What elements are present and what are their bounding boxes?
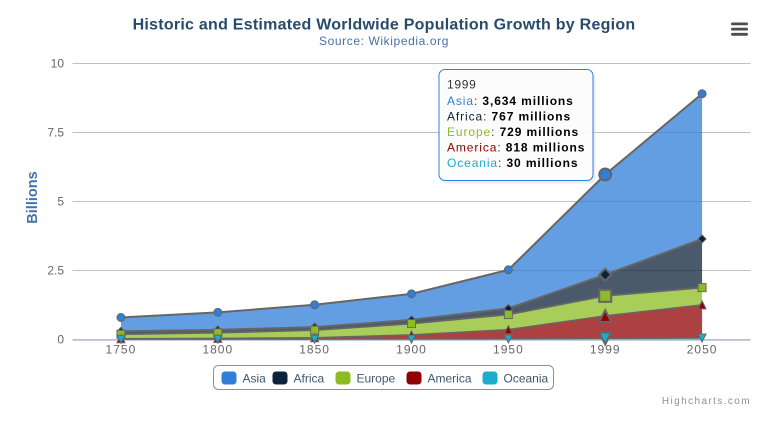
svg-text:Europe: 729 millions: Europe: 729 millions — [447, 125, 579, 139]
svg-text:1950: 1950 — [493, 343, 524, 357]
svg-text:1800: 1800 — [202, 343, 233, 357]
svg-text:1999: 1999 — [447, 78, 477, 92]
svg-text:7.5: 7.5 — [47, 126, 64, 140]
svg-text:1999: 1999 — [590, 343, 621, 357]
svg-text:5: 5 — [57, 195, 64, 209]
svg-text:America: 818 millions: America: 818 millions — [447, 141, 585, 155]
svg-text:1900: 1900 — [396, 343, 427, 357]
svg-text:Europe: Europe — [357, 372, 396, 386]
svg-text:0: 0 — [57, 333, 64, 347]
svg-text:America: America — [428, 372, 472, 386]
svg-text:10: 10 — [51, 57, 65, 71]
svg-text:Africa: 767 millions: Africa: 767 millions — [447, 110, 571, 124]
svg-text:Africa: Africa — [294, 372, 325, 386]
svg-text:Asia: 3,634 millions: Asia: 3,634 millions — [447, 94, 574, 108]
svg-text:Source: Wikipedia.org: Source: Wikipedia.org — [319, 34, 449, 48]
svg-text:1850: 1850 — [299, 343, 330, 357]
svg-text:Billions: Billions — [25, 171, 41, 223]
svg-text:Highcharts.com: Highcharts.com — [662, 396, 751, 407]
svg-text:Oceania: 30 millions: Oceania: 30 millions — [447, 156, 578, 170]
svg-text:Asia: Asia — [243, 372, 267, 386]
svg-text:Historic and Estimated Worldwi: Historic and Estimated Worldwide Populat… — [133, 17, 636, 34]
svg-text:1750: 1750 — [106, 343, 137, 357]
svg-text:2050: 2050 — [687, 343, 718, 357]
svg-text:2.5: 2.5 — [47, 264, 64, 278]
svg-text:Oceania: Oceania — [504, 372, 549, 386]
